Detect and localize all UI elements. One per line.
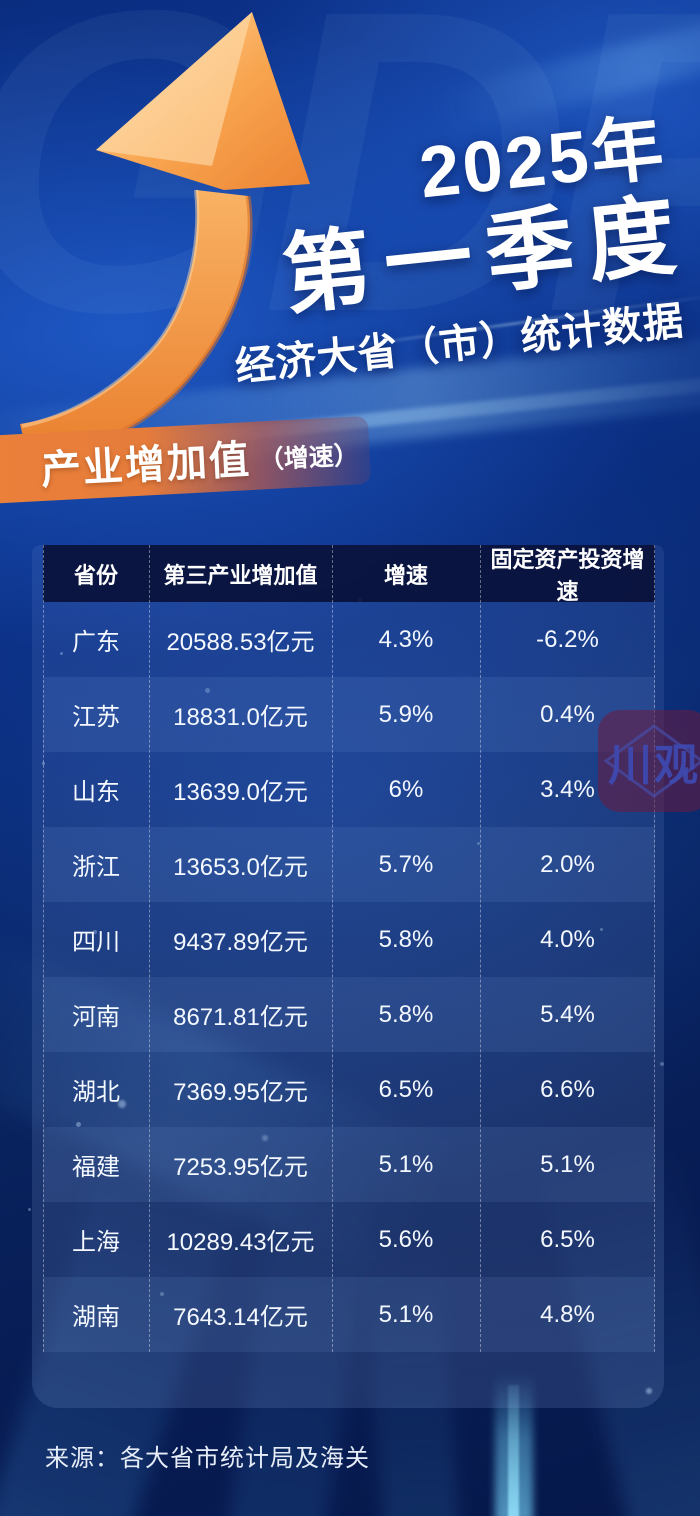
- cell-province: 福建: [72, 1154, 120, 1181]
- stats-table: 省份 第三产业增加值 增速 固定资产投资增速 广东 20588.53亿元 4.3…: [43, 545, 655, 1352]
- cell-province: 江苏: [72, 704, 120, 731]
- table-row: 广东 20588.53亿元 4.3% -6.2%: [43, 602, 655, 677]
- cell-tertiary-value: 18831.0亿元: [173, 704, 308, 731]
- table-row: 上海 10289.43亿元 5.6% 6.5%: [43, 1202, 655, 1277]
- cell-growth: 5.9%: [378, 700, 434, 728]
- cell-province: 四川: [72, 929, 120, 956]
- growth-arrow-icon: [20, 12, 310, 461]
- column-header-growth: 增速: [383, 562, 428, 588]
- cell-province: 广东: [72, 629, 120, 656]
- cell-growth: 4.3%: [378, 625, 434, 653]
- table-row: 浙江 13653.0亿元 5.7% 2.0%: [43, 827, 655, 902]
- cell-fai-growth: 3.4%: [540, 775, 595, 803]
- cell-fai-growth: 0.4%: [540, 700, 595, 728]
- table-row: 湖北 7369.95亿元 6.5% 6.6%: [43, 1052, 655, 1127]
- cell-fai-growth: 6.6%: [540, 1075, 595, 1103]
- cell-fai-growth: 6.5%: [540, 1225, 595, 1253]
- cell-tertiary-value: 13639.0亿元: [173, 779, 308, 806]
- cell-province: 湖北: [72, 1079, 120, 1106]
- cell-province: 湖南: [72, 1304, 120, 1331]
- cell-province: 浙江: [72, 854, 120, 881]
- cell-growth: 5.1%: [378, 1150, 434, 1178]
- cell-tertiary-value: 10289.43亿元: [166, 1229, 315, 1256]
- cell-growth: 5.1%: [378, 1300, 434, 1328]
- cell-tertiary-value: 7369.95亿元: [173, 1079, 308, 1106]
- column-header-fai-growth: 固定资产投资增速: [490, 546, 645, 604]
- column-header-province: 省份: [73, 562, 118, 588]
- footer-source: 来源：各大省市统计局及海关: [45, 1445, 370, 1472]
- watermark-diamond-icon: [603, 724, 700, 798]
- cell-tertiary-value: 7643.14亿元: [173, 1304, 308, 1331]
- cell-fai-growth: 2.0%: [540, 850, 595, 878]
- table-body: 广东 20588.53亿元 4.3% -6.2% 江苏 18831.0亿元 5.…: [43, 602, 655, 1352]
- table-row: 河南 8671.81亿元 5.8% 5.4%: [43, 977, 655, 1052]
- table-header: 省份 第三产业增加值 增速 固定资产投资增速: [43, 545, 655, 604]
- cell-province: 上海: [72, 1229, 120, 1256]
- cell-growth: 5.7%: [378, 850, 434, 878]
- cell-growth: 5.8%: [378, 925, 434, 953]
- table-row: 山东 13639.0亿元 6% 3.4%: [43, 752, 655, 827]
- cell-fai-growth: 4.8%: [540, 1300, 595, 1328]
- table-row: 福建 7253.95亿元 5.1% 5.1%: [43, 1127, 655, 1202]
- table-row: 四川 9437.89亿元 5.8% 4.0%: [43, 902, 655, 977]
- watermark-badge: 川观: [598, 710, 700, 812]
- cell-fai-growth: -6.2%: [536, 625, 599, 653]
- cell-province: 河南: [72, 1004, 120, 1031]
- badge-sublabel: （增速）: [258, 441, 360, 475]
- cell-fai-growth: 5.1%: [540, 1150, 595, 1178]
- table-row: 湖南 7643.14亿元 5.1% 4.8%: [43, 1277, 655, 1352]
- title-block: 2025年 第一季度 经济大省（市）统计数据: [213, 108, 694, 390]
- cell-tertiary-value: 9437.89亿元: [173, 929, 308, 956]
- cell-growth: 5.8%: [378, 1000, 434, 1028]
- cell-growth: 6.5%: [378, 1075, 434, 1103]
- cell-tertiary-value: 8671.81亿元: [173, 1004, 308, 1031]
- particle-dot: [28, 1208, 31, 1211]
- cell-fai-growth: 5.4%: [540, 1000, 595, 1028]
- watermark-text: 川观: [608, 741, 700, 790]
- stats-panel: 省份 第三产业增加值 增速 固定资产投资增速 广东 20588.53亿元 4.3…: [32, 545, 664, 1408]
- table-row: 江苏 18831.0亿元 5.9% 0.4%: [43, 677, 655, 752]
- badge-label: 产业增加值: [39, 438, 252, 493]
- ghost-gdp-text: GDP: [0, 0, 700, 402]
- cell-province: 山东: [72, 779, 120, 806]
- cell-tertiary-value: 7253.95亿元: [173, 1154, 308, 1181]
- cell-fai-growth: 4.0%: [540, 925, 595, 953]
- cell-tertiary-value: 20588.53亿元: [166, 629, 315, 656]
- cell-growth: 5.6%: [378, 1225, 434, 1253]
- cell-tertiary-value: 13653.0亿元: [173, 854, 308, 881]
- column-header-value: 第三产业增加值: [163, 562, 318, 588]
- cell-growth: 6%: [388, 775, 424, 803]
